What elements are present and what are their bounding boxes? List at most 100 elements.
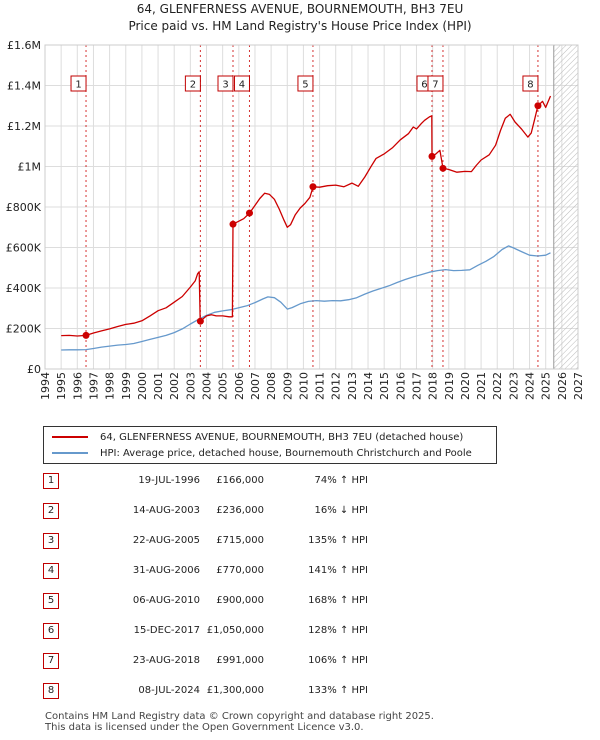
x-tick-label: 2000 [136, 372, 149, 400]
transaction-price: £715,000 [216, 535, 264, 546]
property-price-line [61, 95, 552, 337]
sale-number-box [70, 75, 87, 92]
table-row: 2 14-AUG-2003 £236,000 16% ↓ HPI [43, 503, 443, 521]
x-tick-label: 2014 [362, 372, 375, 400]
legend-item-hpi: HPI: Average price, detached house, Bour… [52, 446, 472, 460]
transaction-number-badge: 3 [43, 533, 59, 549]
x-tick-label: 2021 [475, 372, 488, 400]
sale-number-label: 2 [190, 80, 196, 91]
footer-licence: This data is licensed under the Open Gov… [45, 722, 364, 733]
sale-number-box [217, 75, 234, 92]
sale-point [309, 183, 317, 191]
transaction-date: 23-AUG-2018 [132, 655, 200, 666]
footer-copyright: Contains HM Land Registry data © Crown c… [45, 711, 434, 722]
x-tick-label: 1994 [39, 372, 52, 400]
x-tick-label: 2020 [459, 372, 472, 400]
sale-number-box [427, 75, 444, 92]
transaction-number-badge: 6 [43, 623, 59, 639]
legend-label-hpi: HPI: Average price, detached house, Bour… [100, 447, 472, 459]
transaction-date: 08-JUL-2024 [138, 685, 200, 696]
transaction-price: £1,300,000 [206, 685, 264, 696]
y-tick-label: £400K [6, 282, 42, 295]
sale-point [82, 331, 90, 339]
transaction-number-badge: 7 [43, 653, 59, 669]
plot-border [44, 44, 579, 370]
sale-number-label: 5 [302, 80, 308, 91]
y-tick-label: £800K [6, 201, 42, 214]
y-tick-label: £600K [6, 242, 42, 255]
x-tick-label: 2013 [346, 372, 359, 400]
forecast-hatch-region [553, 45, 578, 369]
transaction-hpi-change: 16% ↓ HPI [314, 505, 368, 516]
x-tick-label: 2022 [491, 372, 504, 400]
x-tick-label: 2012 [330, 372, 343, 400]
transaction-price: £770,000 [216, 565, 264, 576]
legend-swatch-hpi [52, 452, 88, 454]
x-tick-label: 2016 [394, 372, 407, 400]
x-tick-label: 2005 [217, 372, 230, 400]
transaction-number-badge: 1 [43, 473, 59, 489]
transaction-number-badge: 8 [43, 683, 59, 699]
chart-title: 64, GLENFERNESS AVENUE, BOURNEMOUTH, BH3… [137, 2, 464, 16]
y-tick-label: £0 [27, 363, 41, 376]
sale-point [439, 164, 447, 172]
table-row: 8 08-JUL-2024 £1,300,000 133% ↑ HPI [43, 683, 443, 701]
y-tick-label: £1.4M [7, 80, 41, 93]
transaction-date: 19-JUL-1996 [138, 475, 200, 486]
x-tick-label: 2007 [249, 372, 262, 400]
transaction-date: 22-AUG-2005 [132, 535, 200, 546]
transaction-date: 15-DEC-2017 [133, 625, 200, 636]
sale-number-label: 6 [421, 80, 427, 91]
y-tick-label: £200K [6, 323, 42, 336]
x-tick-label: 1996 [71, 372, 84, 400]
transaction-hpi-change: 128% ↑ HPI [308, 625, 368, 636]
transaction-price: £1,050,000 [206, 625, 264, 636]
x-tick-label: 2019 [443, 372, 456, 400]
transaction-price: £166,000 [216, 475, 264, 486]
sale-number-label: 1 [75, 80, 81, 91]
x-tick-label: 2024 [524, 372, 537, 400]
x-tick-label: 2006 [233, 372, 246, 400]
transaction-number-badge: 4 [43, 563, 59, 579]
table-row: 1 19-JUL-1996 £166,000 74% ↑ HPI [43, 473, 443, 491]
legend-label-property: 64, GLENFERNESS AVENUE, BOURNEMOUTH, BH3… [100, 431, 464, 443]
sale-number-box [297, 75, 314, 92]
x-tick-label: 2001 [152, 372, 165, 400]
table-row: 5 06-AUG-2010 £900,000 168% ↑ HPI [43, 593, 443, 611]
x-tick-label: 2004 [201, 372, 214, 400]
transaction-hpi-change: 74% ↑ HPI [314, 475, 368, 486]
transaction-number-badge: 2 [43, 503, 59, 519]
x-tick-label: 1998 [104, 372, 117, 400]
sale-number-label: 3 [222, 80, 228, 91]
sale-point [229, 220, 237, 228]
sale-point [428, 152, 436, 160]
transaction-hpi-change: 168% ↑ HPI [308, 595, 368, 606]
transaction-hpi-change: 135% ↑ HPI [308, 535, 368, 546]
transaction-price: £991,000 [216, 655, 264, 666]
table-row: 7 23-AUG-2018 £991,000 106% ↑ HPI [43, 653, 443, 671]
x-tick-label: 2023 [507, 372, 520, 400]
x-tick-label: 1997 [87, 372, 100, 400]
transaction-date: 06-AUG-2010 [132, 595, 200, 606]
sale-number-box [233, 75, 250, 92]
transaction-hpi-change: 106% ↑ HPI [308, 655, 368, 666]
x-tick-label: 2017 [410, 372, 423, 400]
legend-item-property: 64, GLENFERNESS AVENUE, BOURNEMOUTH, BH3… [52, 430, 463, 444]
sale-point [196, 317, 204, 325]
sale-point [245, 209, 253, 217]
price-chart: 64, GLENFERNESS AVENUE, BOURNEMOUTH, BH3… [6, 2, 585, 400]
x-tick-label: 2015 [378, 372, 391, 400]
transaction-number-badge: 5 [43, 593, 59, 609]
sale-number-box [522, 75, 539, 92]
x-tick-label: 2009 [281, 372, 294, 400]
x-tick-label: 2003 [184, 372, 197, 400]
hpi-line [61, 245, 551, 351]
x-tick-label: 2025 [540, 372, 553, 400]
sale-point [534, 102, 542, 110]
y-tick-label: £1.2M [7, 120, 41, 133]
x-tick-label: 2008 [265, 372, 278, 400]
legend: 64, GLENFERNESS AVENUE, BOURNEMOUTH, BH3… [43, 426, 497, 464]
transaction-price: £236,000 [216, 505, 264, 516]
chart-subtitle: Price paid vs. HM Land Registry's House … [128, 19, 471, 33]
x-tick-label: 1995 [55, 372, 68, 400]
